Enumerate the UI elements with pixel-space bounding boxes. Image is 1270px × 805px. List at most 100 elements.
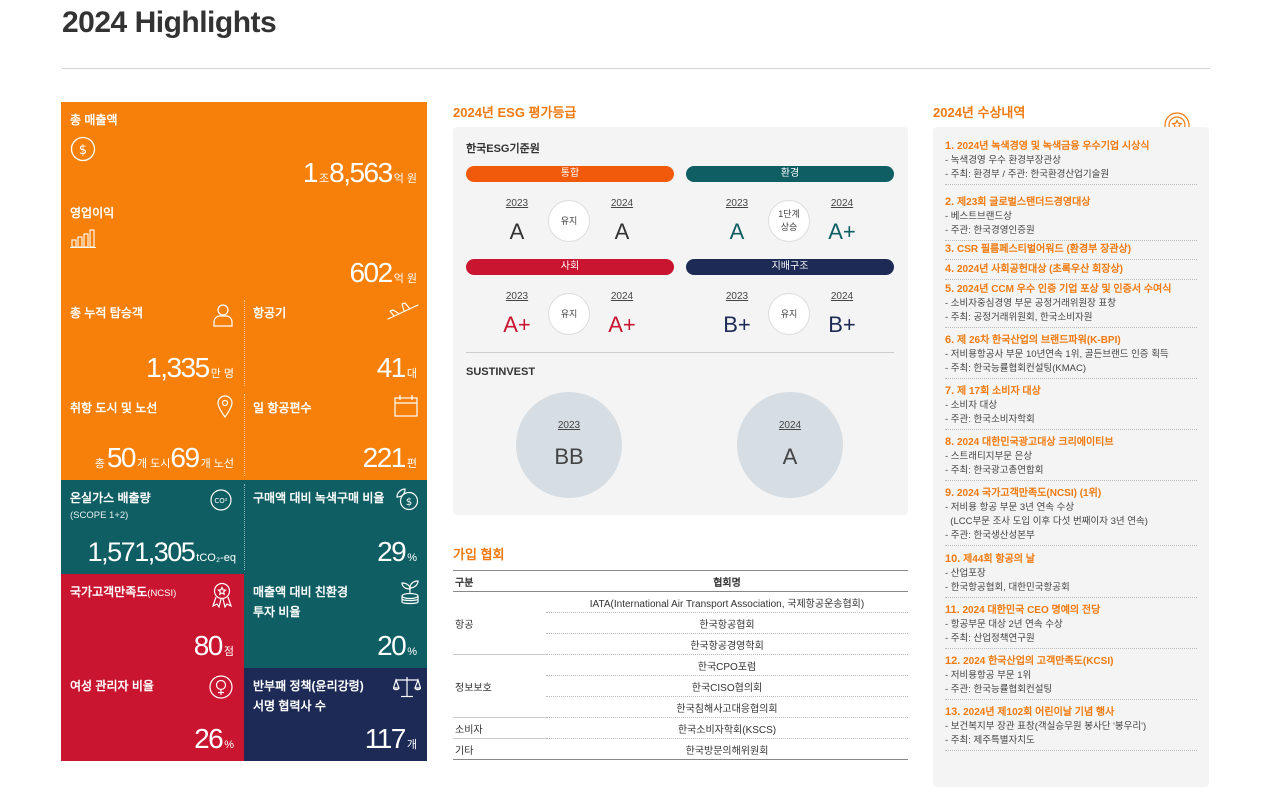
- award-detail: - 주최: 한국광고총연합회: [945, 465, 1044, 476]
- op-profit-value: 602 억 원: [349, 259, 417, 287]
- routes-count: 69: [170, 442, 200, 473]
- esg-org-sustinvest: SUSTINVEST: [466, 366, 536, 378]
- assoc-name-cell: 한국CPO포럼: [546, 654, 908, 676]
- person-icon: [213, 303, 233, 327]
- sustinvest-grade: BB: [554, 444, 584, 469]
- tile-ghg: 온실가스 배출량 (SCOPE 1+2) CO² 1,571,305 tCO₂-e…: [61, 480, 244, 574]
- award-number: 13.: [945, 706, 961, 718]
- unit: 개 도시: [137, 458, 171, 470]
- award-detail: - 주관: 한국생산성본부: [945, 530, 1035, 541]
- award-detail: - 주최: 공정거래위원회, 한국소비자원: [945, 312, 1093, 323]
- col-header-name: 협회명: [546, 570, 908, 592]
- award-detail: - 항공부문 대상 2년 연속 수상: [945, 619, 1063, 630]
- award-title-text: 2024 한국산업의 고객만족도(KCSI): [963, 656, 1114, 667]
- award-title: 6. 제 26차 한국산업의 브랜드파워(K-BPI): [945, 333, 1197, 348]
- award-detail: - 저비용 항공 부문 3년 연속 수상: [945, 502, 1075, 513]
- award-detail: - 녹색경영 우수 환경부장관상: [945, 155, 1061, 166]
- award-detail: - 스트래티지부문 은상: [945, 451, 1033, 462]
- value: 80: [193, 630, 224, 661]
- tile-anti-corruption: 반부패 정책(윤리강령) 서명 협력사 수 117 개: [244, 668, 427, 761]
- award-number: 10.: [945, 553, 961, 565]
- award-title-text: 2024 대한민국광고대상 크리에이티브: [956, 437, 1114, 448]
- assoc-category-cell: 항공: [453, 591, 546, 655]
- award-detail: - 베스트브랜드상: [945, 211, 1012, 222]
- award-title: 5. 2024년 CCM 우수 인증 기업 포상 및 인증서 수여식: [945, 282, 1197, 297]
- award-detail: - 저비용항공 부문 1위: [945, 670, 1032, 681]
- award-number: 4.: [945, 263, 955, 275]
- award-detail: - 주최: 환경부 / 주관: 한국환경산업기술원: [945, 169, 1110, 180]
- sustinvest-grade: A: [782, 444, 798, 469]
- esg-category-pill: 사회: [466, 259, 674, 275]
- label-line2: 서명 협력사 수: [253, 699, 326, 713]
- award-title-text: 2024 국가고객만족도(NCSI) (1위): [956, 488, 1102, 499]
- label-line1: 매출액 대비 친환경: [253, 585, 348, 599]
- tile-label: 취항 도시 및 노선: [70, 401, 158, 415]
- value: 602: [349, 257, 393, 288]
- esg-change-circle: 유지: [768, 293, 810, 335]
- award-item: 5. 2024년 CCM 우수 인증 기업 포상 및 인증서 수여식 - 소비자중…: [945, 282, 1197, 328]
- tile-label: 총 누적 탑승객: [70, 306, 143, 320]
- map-pin-icon: [217, 395, 233, 419]
- awards-panel: 1. 2024년 녹색경영 및 녹색금융 우수기업 시상식 - 녹색경영 우수 환…: [933, 127, 1209, 787]
- label-main: 국가고객만족도: [70, 585, 148, 599]
- award-detail: - 저비용항공사 부문 10년연속 1위, 골든브랜드 인증 획득: [945, 349, 1169, 360]
- table-row: 한국침해사고대응협의회: [453, 696, 908, 718]
- award-title: 7. 제 17회 소비자 대상: [945, 384, 1197, 399]
- green-purchase-value: 29%: [377, 538, 417, 566]
- award-detail: - 보건복지부 장관 표창(객실승무원 봉사단 '봉우리'): [945, 721, 1147, 732]
- assoc-category-cell: 소비자: [453, 717, 546, 739]
- award-item: 11. 2024 대한민국 CEO 명예의 전당 - 항공부문 대상 2년 연속 …: [945, 603, 1197, 649]
- tile-passengers: 총 누적 탑승객 1,335 만 명: [61, 295, 244, 390]
- assoc-name-cell: 한국항공협회: [546, 612, 908, 634]
- value: 26: [194, 723, 224, 754]
- tile-ncsi: 국가고객만족도(NCSI) 80 점: [61, 574, 244, 668]
- award-detail: - 소비자 대상: [945, 400, 998, 411]
- ghg-value: 1,571,305 tCO₂-eq: [88, 539, 236, 566]
- award-item: 8. 2024 대한민국광고대상 크리에이티브 - 스트래티지부문 은상 - 주최:…: [945, 435, 1197, 481]
- revenue-trillion: 1: [302, 157, 319, 188]
- award-number: 7.: [945, 385, 955, 397]
- award-title: 10. 제44회 항공의 날: [945, 552, 1197, 567]
- award-item: 6. 제 26차 한국산업의 브랜드파워(K-BPI) - 저비용항공사 부문 1…: [945, 333, 1197, 379]
- assoc-category-cell: 기타: [453, 738, 546, 760]
- title-divider: [62, 68, 1210, 69]
- value: 1,571,305: [87, 537, 196, 567]
- value: 29: [377, 536, 407, 567]
- award-item: 2. 제23회 글로벌스탠더드경영대상 - 베스트브랜드상 - 주관: 한국경영인증…: [945, 195, 1197, 241]
- award-detail: - 주관: 한국경영인증원: [945, 225, 1035, 236]
- table-row: 한국항공협회: [453, 612, 908, 634]
- award-detail: - 주최: 제주특별자치도: [945, 735, 1035, 746]
- scales-icon: [393, 676, 421, 698]
- award-title: 3. CSR 필름페스티벌어워드 (환경부 장관상): [945, 242, 1197, 257]
- revenue-value: 1 조8,563 억 원: [303, 159, 417, 187]
- prefix: 총: [94, 458, 105, 470]
- esg-grade-prev: A: [729, 219, 745, 244]
- value: 117: [364, 723, 407, 754]
- esg-grade-curr: A+: [828, 219, 856, 244]
- unit: %: [407, 646, 417, 658]
- tile-label: 총 매출액: [70, 113, 118, 127]
- award-number: 6.: [945, 334, 955, 346]
- label-line2: 투자 비율: [253, 605, 301, 619]
- green-money-icon: $: [395, 488, 419, 512]
- unit: 편: [406, 458, 417, 470]
- plant-coins-icon: [399, 580, 421, 606]
- table-row: 한국CISO협의회: [453, 675, 908, 697]
- award-title-text: 2024 대한민국 CEO 명예의 전당: [962, 605, 1101, 616]
- table-row: 한국항공경영학회: [453, 633, 908, 655]
- tile-routes: 취항 도시 및 노선 총50 개 도시69 개 노선: [61, 390, 244, 480]
- female-mgr-value: 26%: [194, 725, 234, 753]
- tile-green-purchase: 구매액 대비 녹색구매 비율 $ 29%: [244, 480, 427, 574]
- table-row: 소비자 한국소비자학회(KSCS): [453, 717, 908, 739]
- award-title: 2. 제23회 글로벌스탠더드경영대상: [945, 195, 1197, 210]
- tile-female-managers: 여성 관리자 비율 26%: [61, 668, 244, 761]
- esg-grade-curr: A+: [608, 312, 636, 337]
- award-title-text: 제 17회 소비자 대상: [956, 386, 1041, 397]
- assoc-section-title: 가입 협회: [453, 547, 505, 562]
- award-title-text: 2024년 사회공헌대상 (초록우산 회장상): [956, 264, 1124, 275]
- sustinvest-2024-circle: 2024 A: [737, 392, 843, 498]
- ncsi-value: 80 점: [194, 632, 234, 660]
- tile-aircraft: 항공기 41 대: [244, 295, 427, 390]
- aircraft-value: 41 대: [377, 354, 417, 382]
- award-ribbon-icon: [210, 582, 234, 608]
